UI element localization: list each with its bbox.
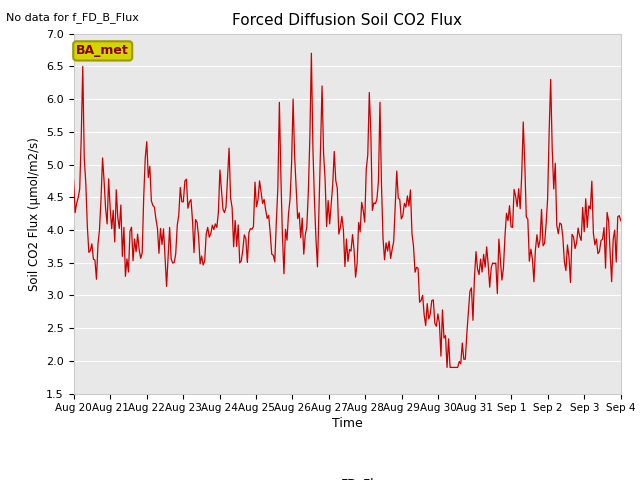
Y-axis label: Soil CO2 Flux (μmol/m2/s): Soil CO2 Flux (μmol/m2/s) [28,137,40,290]
Text: No data for f_FD_B_Flux: No data for f_FD_B_Flux [6,12,140,23]
Title: Forced Diffusion Soil CO2 Flux: Forced Diffusion Soil CO2 Flux [232,13,462,28]
X-axis label: Time: Time [332,418,363,431]
Text: BA_met: BA_met [76,44,129,58]
Legend: FD_Flux: FD_Flux [300,472,394,480]
